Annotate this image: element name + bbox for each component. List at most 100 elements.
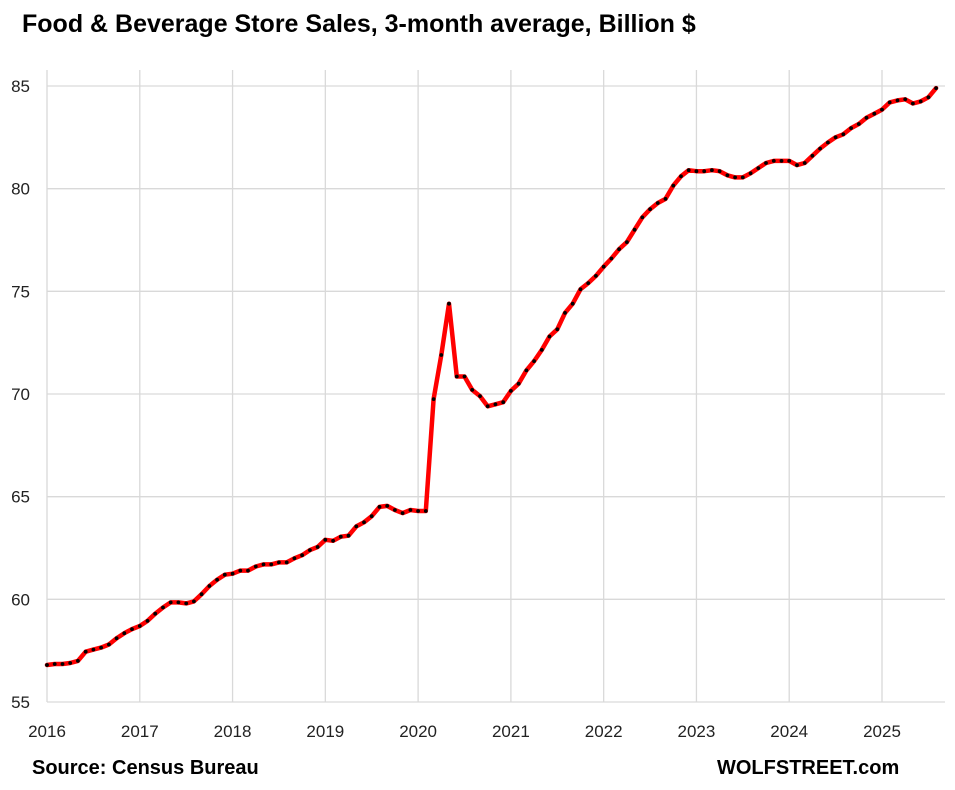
data-point [377, 505, 382, 509]
data-point [199, 592, 204, 597]
data-point [756, 166, 761, 171]
data-point [733, 175, 737, 180]
data-point [802, 161, 807, 165]
data-point [215, 577, 220, 582]
data-point [493, 402, 498, 407]
data-point [509, 389, 513, 393]
data-point [369, 514, 374, 519]
data-point [76, 659, 80, 663]
data-point [911, 101, 915, 106]
data-point [253, 564, 258, 569]
data-point [137, 624, 142, 628]
data-point [570, 301, 575, 306]
y-tick-label: 75 [11, 282, 30, 301]
x-tick-label: 2023 [678, 722, 716, 741]
data-point [315, 545, 320, 549]
data-point [400, 511, 405, 515]
marker-layer [45, 86, 938, 667]
y-tick-label: 60 [11, 590, 30, 609]
series-layer [44, 85, 939, 668]
data-point [261, 562, 266, 567]
data-point [91, 647, 96, 652]
data-point [52, 662, 57, 666]
data-point [539, 348, 544, 352]
data-point [269, 562, 274, 567]
data-point [686, 168, 691, 173]
data-point [671, 183, 676, 188]
data-point [207, 584, 212, 588]
data-point [393, 508, 397, 512]
y-tick-label: 65 [11, 488, 30, 507]
y-tick-label: 70 [11, 385, 30, 404]
data-point [470, 388, 475, 392]
data-point [880, 107, 884, 112]
x-axis-ticks: 2016 2017 2018 2019 2020 2021 2022 2023 2024 2025 [28, 722, 901, 741]
data-point [818, 146, 822, 151]
data-point [532, 359, 536, 363]
x-tick-label: 2016 [28, 722, 66, 741]
data-point [114, 636, 119, 641]
data-point [331, 538, 335, 543]
data-point [934, 86, 938, 90]
data-point [161, 605, 165, 610]
data-point [547, 334, 552, 339]
data-point [416, 509, 420, 513]
data-point [856, 122, 861, 126]
data-point [323, 537, 328, 542]
data-point [601, 264, 606, 269]
brand-watermark: WOLFSTREET.com [717, 757, 900, 779]
data-point [810, 153, 815, 158]
data-point [222, 572, 227, 577]
data-point [748, 171, 753, 176]
data-point [439, 353, 444, 357]
data-point [887, 100, 892, 105]
data-point [918, 99, 923, 104]
data-point [617, 247, 621, 252]
data-point [694, 169, 699, 174]
x-tick-label: 2017 [121, 722, 159, 741]
data-point [354, 524, 359, 529]
data-point [864, 115, 869, 120]
data-point [408, 508, 413, 512]
data-point [578, 287, 583, 292]
data-point [625, 240, 629, 245]
data-point [83, 649, 88, 654]
data-point [903, 97, 908, 102]
x-tick-label: 2025 [863, 722, 901, 741]
data-point [710, 168, 714, 173]
data-point [246, 568, 250, 573]
data-point [655, 201, 660, 205]
data-point [346, 533, 351, 538]
data-point [648, 207, 652, 212]
data-point [431, 397, 436, 401]
data-point [45, 663, 49, 667]
data-point [60, 662, 65, 666]
data-point [740, 175, 745, 180]
series-line [44, 85, 939, 668]
data-point [130, 627, 134, 631]
data-point [663, 197, 668, 201]
data-point [478, 394, 482, 398]
x-tick-label: 2018 [214, 722, 252, 741]
x-tick-label: 2022 [585, 722, 623, 741]
data-point [795, 163, 799, 168]
chart-title: Food & Beverage Store Sales, 3-month ave… [22, 10, 696, 38]
data-point [277, 560, 281, 565]
data-point [238, 568, 243, 573]
data-point [926, 95, 931, 100]
x-tick-label: 2021 [492, 722, 530, 741]
gridlines [46, 70, 945, 703]
data-point [702, 169, 707, 174]
data-point [122, 631, 127, 636]
data-point [338, 534, 343, 539]
data-point [764, 161, 768, 165]
y-axis-ticks: 55 60 65 70 75 80 85 [11, 77, 30, 712]
data-point [555, 327, 560, 332]
data-point [192, 599, 196, 604]
data-point [501, 400, 506, 405]
y-tick-label: 55 [11, 693, 30, 712]
data-point [872, 111, 877, 116]
data-point [292, 556, 297, 561]
data-point [107, 642, 111, 647]
